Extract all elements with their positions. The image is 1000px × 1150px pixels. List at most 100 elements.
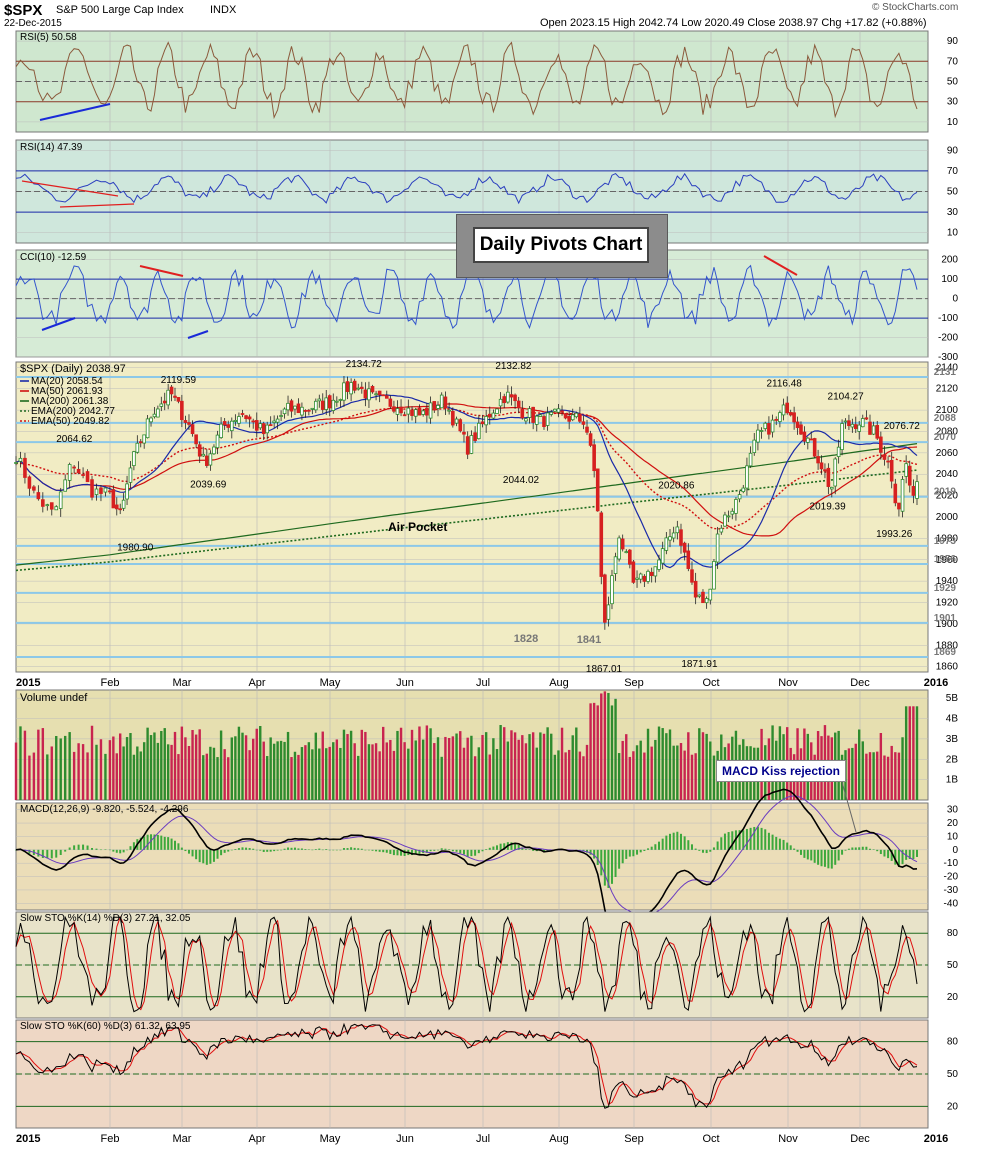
candle-body [542,416,546,427]
macd-hist-bar [212,849,215,862]
macd-hist-bar [177,843,180,850]
candle-body [531,406,535,423]
volume-bar [265,756,269,800]
price-legend-item-3: EMA(200) 2042.77 [31,406,115,417]
candle-body [381,394,386,397]
macd-hist-bar [514,843,517,850]
price-legend-item-2: MA(200) 2061.38 [31,396,109,407]
xaxis-top-Aug: Aug [549,677,569,689]
sto60-ytick-1: 50 [947,1069,959,1080]
candle-body [152,413,157,418]
volume-bar [407,748,410,800]
candle-body [563,413,568,419]
candle-body [447,409,451,412]
candle-body [799,424,803,435]
candle-body [363,389,368,399]
candle-body [484,416,488,426]
macd-hist-bar [163,836,166,850]
macd-hist-bar [418,849,421,854]
volume-bar [433,743,436,800]
macd-hist-bar [897,849,900,867]
macd-hist-bar [854,847,857,850]
volume-bar [237,726,241,800]
candle-body [370,386,375,393]
volume-bar [492,738,495,800]
macd-hist-bar [477,849,480,854]
candle-body [388,398,393,407]
macd-hist-bar [342,848,345,850]
candle-body [413,409,418,417]
candle-body [664,537,669,551]
candle-body [473,432,477,441]
candle-body [833,458,838,487]
macd-hist-bar [73,845,76,850]
volume-bar [473,756,477,800]
macd-ytick-7: 30 [947,805,959,816]
macd-hist-bar [223,849,226,853]
candle-body [690,569,694,583]
candle-body [668,536,672,541]
candle-body [649,571,654,576]
xaxis-bottom-Dec: Dec [850,1133,870,1145]
candle-body [169,386,174,395]
macd-hist-bar [636,849,639,855]
volume-bar [125,737,129,800]
cci-ytick-3: 0 [952,294,958,305]
xaxis-bottom-Oct: Oct [702,1133,719,1145]
volume-bar [690,754,694,800]
volume-bar [385,742,388,800]
candle-body [406,407,411,415]
volume-bar [202,755,205,800]
volume-bar [160,730,163,800]
candle-body [212,446,216,455]
candle-body [847,420,851,427]
candle-body [792,412,796,423]
cci-ytick-4: 100 [941,274,958,285]
volume-bar [589,703,592,800]
volume-bar [371,744,374,800]
volume-bar [314,732,318,800]
macd-hist-bar [375,849,378,852]
volume-bar [546,727,549,800]
macd-hist-bar [237,848,240,850]
candle-body [502,396,507,404]
macd-hist-bar [153,834,156,850]
macd-hist-bar [191,849,194,857]
macd-hist-bar [492,846,495,850]
candle-body [194,434,198,445]
volume-bar [262,741,265,800]
candle-body [183,420,188,423]
xaxis-top-May: May [320,677,341,689]
candle-body [208,453,213,466]
volume-bar [625,734,628,800]
macd-hist-bar [451,849,454,852]
sto60-ytick-0: 20 [947,1101,959,1112]
volume-bar [346,734,349,800]
volume-bar [122,746,125,800]
candle-body [520,408,525,419]
macd-ytick-4: 0 [952,845,958,856]
xaxis-bottom-Jul: Jul [476,1133,490,1145]
macd-hist-bar [823,849,826,867]
volume-bar [112,736,115,800]
macd-hist-bar [712,847,715,850]
symbol-label: $SPX [4,2,43,19]
xaxis-bottom-May: May [320,1133,341,1145]
volume-bar [600,693,603,800]
pivot-label-4: 1973 [934,536,957,547]
candle-body [205,455,209,466]
macd-hist-bar [328,849,331,851]
ohlc-readout: Open 2023.15 High 2042.74 Low 2020.49 Cl… [540,17,927,29]
volume-bar [564,752,567,800]
xaxis-top-2015: 2015 [16,677,40,689]
candle-body [567,415,571,422]
macd-hist-bar [59,849,62,855]
macd-hist-bar [639,849,642,853]
candle-body [487,413,492,418]
macd-hist-bar [690,844,693,850]
pivot-label-5: 1956 [934,554,957,565]
volume-bar [234,736,237,800]
candle-body [653,566,658,577]
volume-bar [68,732,71,800]
candle-body [900,479,905,512]
